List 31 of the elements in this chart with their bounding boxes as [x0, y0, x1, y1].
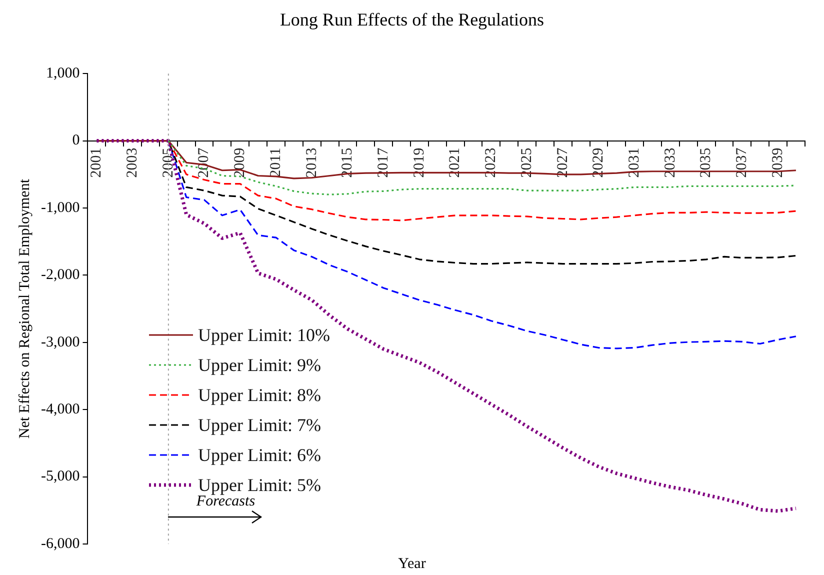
- legend-label: Upper Limit: 5%: [198, 474, 321, 495]
- y-tick-label: 1,000: [46, 66, 80, 82]
- x-tick-label: 2001: [88, 148, 105, 178]
- x-tick-label: 2033: [662, 148, 678, 178]
- chart-title: Long Run Effects of the Regulations: [280, 10, 544, 30]
- x-tick-label: 2029: [590, 148, 607, 178]
- x-tick-label: 2027: [554, 147, 571, 178]
- annotation: Forecasts: [195, 494, 256, 510]
- y-tick-label: -5,000: [40, 468, 80, 485]
- legend-label: Upper Limit: 9%: [198, 354, 321, 376]
- y-tick-label: -6,000: [40, 536, 80, 552]
- y-tick-label: -2,000: [40, 267, 80, 284]
- legend-label: Upper Limit: 8%: [198, 384, 321, 406]
- x-tick-label: 2039: [770, 148, 786, 178]
- y-tick-label: 0: [72, 132, 80, 149]
- y-tick-label: -1,000: [40, 200, 80, 216]
- x-tick-label: 2037: [734, 147, 750, 178]
- y-axis-title: Net Effects on Regional Total Employment: [16, 178, 33, 439]
- x-tick-label: 2013: [304, 148, 320, 178]
- x-tick-label: 2009: [232, 148, 248, 178]
- legend-label: Upper Limit: 6%: [198, 444, 321, 466]
- x-tick-label: 2015: [340, 148, 356, 178]
- x-tick-label: 2011: [268, 148, 284, 178]
- x-tick-label: 2017: [376, 147, 392, 178]
- x-tick-label: 2035: [698, 148, 714, 178]
- x-axis-title: Year: [397, 556, 427, 573]
- legend-label: Upper Limit: 7%: [198, 414, 321, 436]
- y-tick-label: -3,000: [40, 334, 80, 350]
- y-tick-label: -4,000: [40, 402, 80, 418]
- x-tick-label: 2003: [124, 148, 141, 178]
- legend-label: Upper Limit: 10%: [198, 324, 330, 346]
